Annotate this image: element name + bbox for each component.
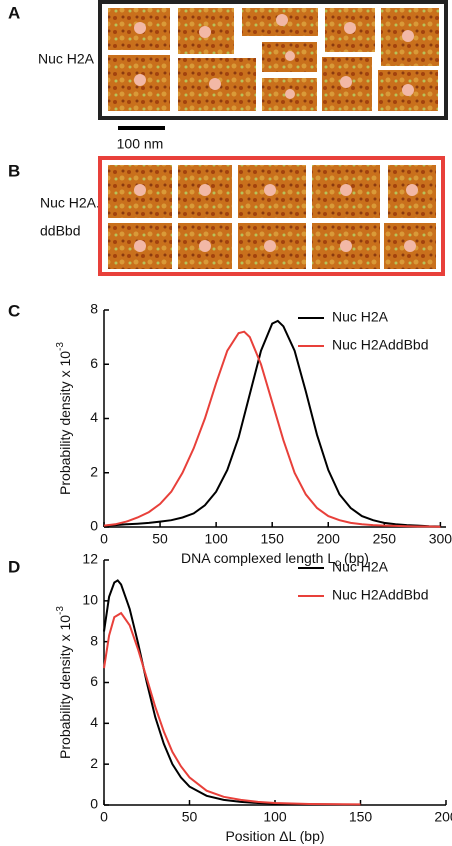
y-axis-label-sup: -3 <box>55 606 66 615</box>
y-tick-label: 8 <box>90 632 98 648</box>
x-tick-label: 0 <box>100 809 108 825</box>
x-tick-label: 300 <box>429 531 452 547</box>
legend-label: Nuc H2AddBbd <box>332 337 429 353</box>
x-tick-label: 50 <box>152 531 168 547</box>
y-tick-label: 4 <box>90 409 98 425</box>
x-axis-label: Position ΔL (bp) <box>225 828 324 844</box>
panel-caption: Nuc H2A. <box>40 195 100 211</box>
frame <box>98 156 445 276</box>
y-tick-label: 0 <box>90 796 98 812</box>
x-tick-label: 200 <box>317 531 341 547</box>
x-axis-label-suffix: (bp) <box>340 550 369 566</box>
x-tick-label: 100 <box>263 809 287 825</box>
y-tick-label: 2 <box>90 755 98 771</box>
x-tick-label: 200 <box>434 809 452 825</box>
data-line <box>103 330 441 528</box>
x-axis-label-sub: c <box>335 558 340 569</box>
scale-bar-label: 100 nm <box>117 136 164 152</box>
y-axis-label-sup: -3 <box>55 342 66 351</box>
x-tick-label: 100 <box>204 531 228 547</box>
x-tick-label: 250 <box>373 531 397 547</box>
legend-label: Nuc H2AddBbd <box>332 587 429 603</box>
legend-label: Nuc H2A <box>332 559 389 575</box>
x-tick-label: 150 <box>261 531 285 547</box>
x-tick-label: 50 <box>182 809 198 825</box>
panel-label: D <box>8 557 20 576</box>
y-axis-label: Probability density x 10-3 <box>55 606 73 759</box>
y-tick-label: 4 <box>90 714 98 730</box>
y-tick-label: 8 <box>90 301 98 317</box>
data-line <box>103 611 361 806</box>
y-tick-label: 2 <box>90 463 98 479</box>
x-axis-label-text: DNA complexed length L <box>181 550 335 566</box>
panel-label: C <box>8 301 20 320</box>
y-tick-label: 12 <box>82 551 98 567</box>
legend-label: Nuc H2A <box>332 309 389 325</box>
x-axis-label-text: Position ΔL (bp) <box>225 828 324 844</box>
x-axis-label: DNA complexed length Lc (bp) <box>181 550 369 569</box>
afm-images <box>108 8 439 111</box>
frame <box>98 0 448 120</box>
x-tick-label: 150 <box>349 809 373 825</box>
y-axis-label-text: Probability density x 10 <box>57 351 73 495</box>
panel-caption: Nuc H2A <box>38 51 95 67</box>
data-line <box>103 579 361 806</box>
panel-label: A <box>8 3 20 22</box>
y-tick-label: 0 <box>90 518 98 534</box>
data-line <box>103 319 441 528</box>
y-tick-label: 6 <box>90 355 98 371</box>
x-tick-label: 0 <box>100 531 108 547</box>
panel-label: B <box>8 161 20 180</box>
y-axis-label-text: Probability density x 10 <box>57 615 73 759</box>
panel-caption: ddBbd <box>40 223 80 239</box>
afm-images <box>108 165 436 269</box>
y-tick-label: 6 <box>90 673 98 689</box>
y-tick-label: 10 <box>82 592 98 608</box>
y-axis-label: Probability density x 10-3 <box>55 342 73 495</box>
